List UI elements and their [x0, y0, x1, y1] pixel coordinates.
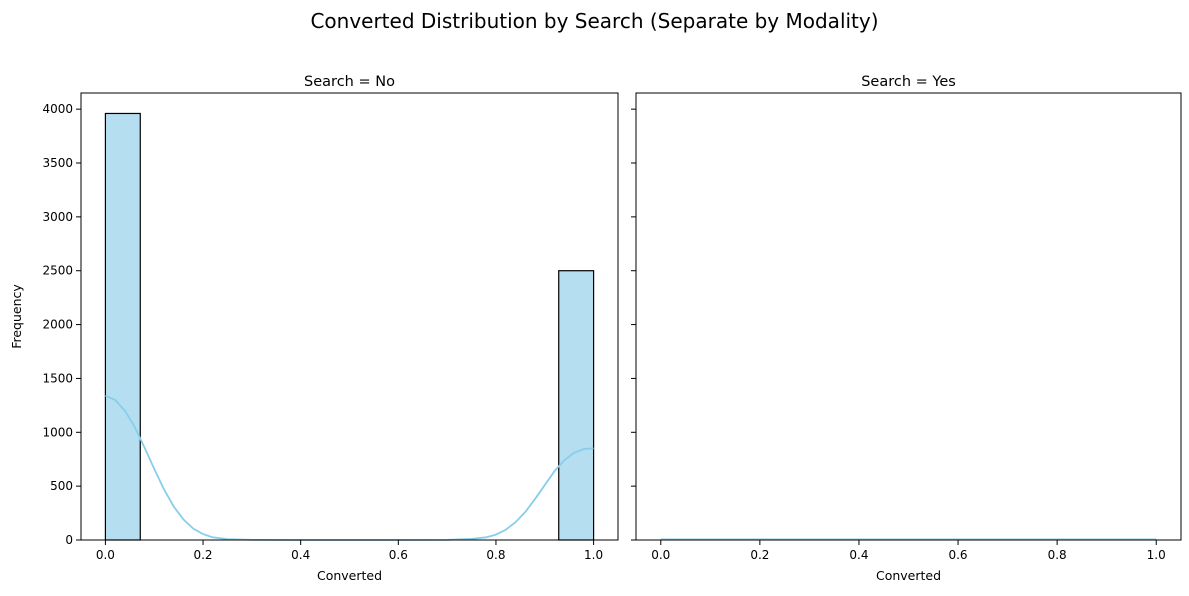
y-tick-label-search-no-0: 0	[65, 533, 73, 547]
panel-title-search-no: Search = No	[304, 74, 395, 90]
x-tick-label-search-no-3: 0.6	[389, 548, 408, 562]
x-tick-label-search-yes-2: 0.4	[849, 548, 868, 562]
x-tick-label-search-no-5: 1.0	[584, 548, 603, 562]
x-tick-label-search-yes-4: 0.8	[1048, 548, 1067, 562]
panel-search-no: 0.0 0.2 0.4 0.6 0.8 1.0 0 500 1000 1500 2000 2500 30…	[9, 74, 619, 583]
panel-search-yes: 0.0 0.2 0.4 0.6 0.8 1.0 Search = Yes Converted	[631, 74, 1182, 583]
x-tick-label-search-no-1: 0.2	[193, 548, 212, 562]
figure-suptitle: Converted Distribution by Search (Separa…	[310, 9, 878, 33]
y-tick-label-search-no-2: 1000	[42, 425, 73, 439]
axes-frame-search-no	[80, 92, 619, 541]
axes-frame-search-yes	[635, 92, 1182, 541]
y-tick-label-search-no-6: 3000	[42, 210, 73, 224]
x-tick-label-search-yes-1: 0.2	[750, 548, 769, 562]
y-tick-label-search-no-3: 1500	[42, 371, 73, 385]
x-axis-label-search-yes: Converted	[876, 568, 941, 583]
x-tick-label-search-yes-5: 1.0	[1147, 548, 1166, 562]
panel-title-search-yes: Search = Yes	[861, 74, 956, 90]
x-axis-label-search-no: Converted	[317, 568, 382, 583]
y-axis-label-search-no: Frequency	[9, 284, 24, 349]
x-tick-label-search-yes-3: 0.6	[948, 548, 967, 562]
y-tick-label-search-no-4: 2000	[42, 318, 73, 332]
x-tick-label-search-no-4: 0.8	[486, 548, 505, 562]
kde-line-search-no	[105, 394, 594, 541]
y-tick-label-search-no-7: 3500	[42, 156, 73, 170]
x-tick-label-search-no-0: 0.0	[96, 548, 115, 562]
y-tick-label-search-no-8: 4000	[42, 102, 73, 116]
x-tick-label-search-no-2: 0.4	[291, 548, 310, 562]
hist-bar-search-no-0	[104, 112, 141, 541]
y-tick-label-search-no-1: 500	[50, 479, 73, 493]
y-tick-label-search-no-5: 2500	[42, 264, 73, 278]
hist-bar-search-no-1	[558, 270, 595, 541]
x-tick-label-search-yes-0: 0.0	[651, 548, 670, 562]
